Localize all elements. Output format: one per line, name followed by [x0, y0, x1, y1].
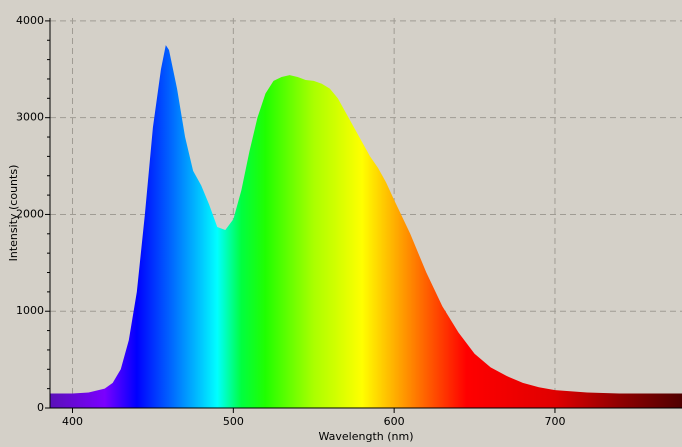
spectrum-area	[50, 45, 682, 408]
x-tick-label: 600	[384, 415, 405, 428]
x-tick-label: 400	[62, 415, 83, 428]
x-tick-label: 500	[223, 415, 244, 428]
y-tick-label: 3000	[16, 111, 44, 124]
y-tick-label: 0	[37, 401, 44, 414]
x-axis-label: Wavelength (nm)	[318, 430, 413, 443]
y-tick-label: 1000	[16, 304, 44, 317]
y-tick-label: 4000	[16, 14, 44, 27]
y-tick-label: 2000	[16, 207, 44, 220]
y-axis-label: Intensity (counts)	[7, 165, 20, 262]
x-tick-label: 700	[544, 415, 565, 428]
